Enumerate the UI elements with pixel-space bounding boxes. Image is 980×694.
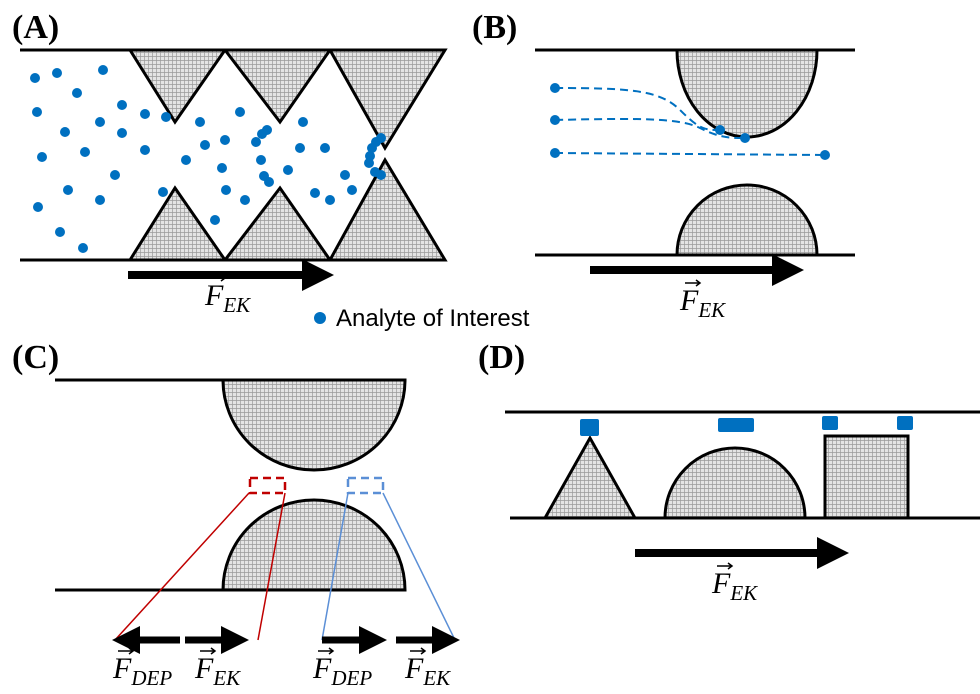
analyte-particle [158,187,168,197]
force-symbol: F [112,652,132,685]
analyte-particle [32,107,42,117]
analyte-particle [72,88,82,98]
analyte-particle [95,117,105,127]
force-subscript: EK [422,666,451,690]
force-symbol: F [312,652,332,685]
analyte-particle [220,135,230,145]
trapped-analyte [580,416,913,436]
analyte-particles [30,65,386,253]
analyte-particle [283,165,293,175]
analyte-particle [376,170,386,180]
analyte-particle [78,243,88,253]
analyte-particle [320,143,330,153]
analyte-particle [347,185,357,195]
force-symbol: F [711,567,731,600]
force-subscript: DEP [330,666,372,690]
panel-label: (A) [12,9,59,46]
analyte-particle [235,107,245,117]
force-label: FEK [711,567,758,605]
panel-label: (C) [12,339,59,376]
force-subscript: EK [729,581,758,605]
analyte-particle [95,195,105,205]
analyte-particle [295,143,305,153]
analyte-particle [117,100,127,110]
zoom-region [348,478,383,493]
insulating-post [677,185,817,255]
panel-b: (B) [472,9,855,270]
panel-d: (D) [478,339,980,553]
analyte-particle [195,117,205,127]
analyte-particle [240,195,250,205]
analyte-particle [55,227,65,237]
analyte-particle [161,112,171,122]
analyte-particle [376,133,386,143]
figure: (A) Analyte of Interest (B) (C) [0,0,980,694]
panel-label: (B) [472,9,517,46]
analyte-particle [52,68,62,78]
force-subscript: EK [697,298,726,322]
analyte-particle [325,195,335,205]
force-label: FDEP [112,652,172,690]
analyte-particle [200,140,210,150]
force-symbol: F [404,652,424,685]
force-symbol: F [194,652,214,685]
analyte-particle [340,170,350,180]
force-label: FEK [204,279,251,317]
analyte-particle [30,73,40,83]
force-symbol: F [679,284,699,317]
analyte-particle [60,127,70,137]
legend-marker [314,312,326,324]
force-label: FEK [404,652,451,690]
analyte-particle [98,65,108,75]
analyte-particle [80,147,90,157]
force-label: FDEP [312,652,372,690]
zoom-region [250,478,285,493]
force-subscript: EK [222,293,251,317]
insulating-post [223,500,405,590]
analyte-particle [256,155,266,165]
force-symbol: F [204,279,224,312]
analyte-particle [117,128,127,138]
analyte-particle [33,202,43,212]
analyte-particle [221,185,231,195]
analyte-particle [310,188,320,198]
analyte-particle [364,158,374,168]
analyte-particle [210,215,220,225]
insulating-post [130,160,445,260]
force-label: FEK [194,652,241,690]
insulating-post [665,448,805,518]
analyte-particle [181,155,191,165]
analyte-particle [63,185,73,195]
insulating-post [223,380,405,470]
analyte-particle [264,177,274,187]
force-subscript: EK [212,666,241,690]
analyte-particle [251,137,261,147]
insulating-post [545,438,635,518]
panel-label: (D) [478,339,525,376]
insulating-post [130,50,445,148]
panel-c: (C) [12,339,455,640]
legend-text: Analyte of Interest [336,305,530,332]
insulating-post [825,436,908,518]
panel-a: (A) Analyte of Interest [12,9,530,332]
analyte-particle [37,152,47,162]
analyte-particle [110,170,120,180]
analyte-particle [217,163,227,173]
analyte-particle [298,117,308,127]
analyte-particle [140,109,150,119]
analyte-particle [140,145,150,155]
analyte-particle [262,125,272,135]
force-subscript: DEP [130,666,172,690]
force-label: FEK [679,284,726,322]
insulating-post [677,50,817,137]
